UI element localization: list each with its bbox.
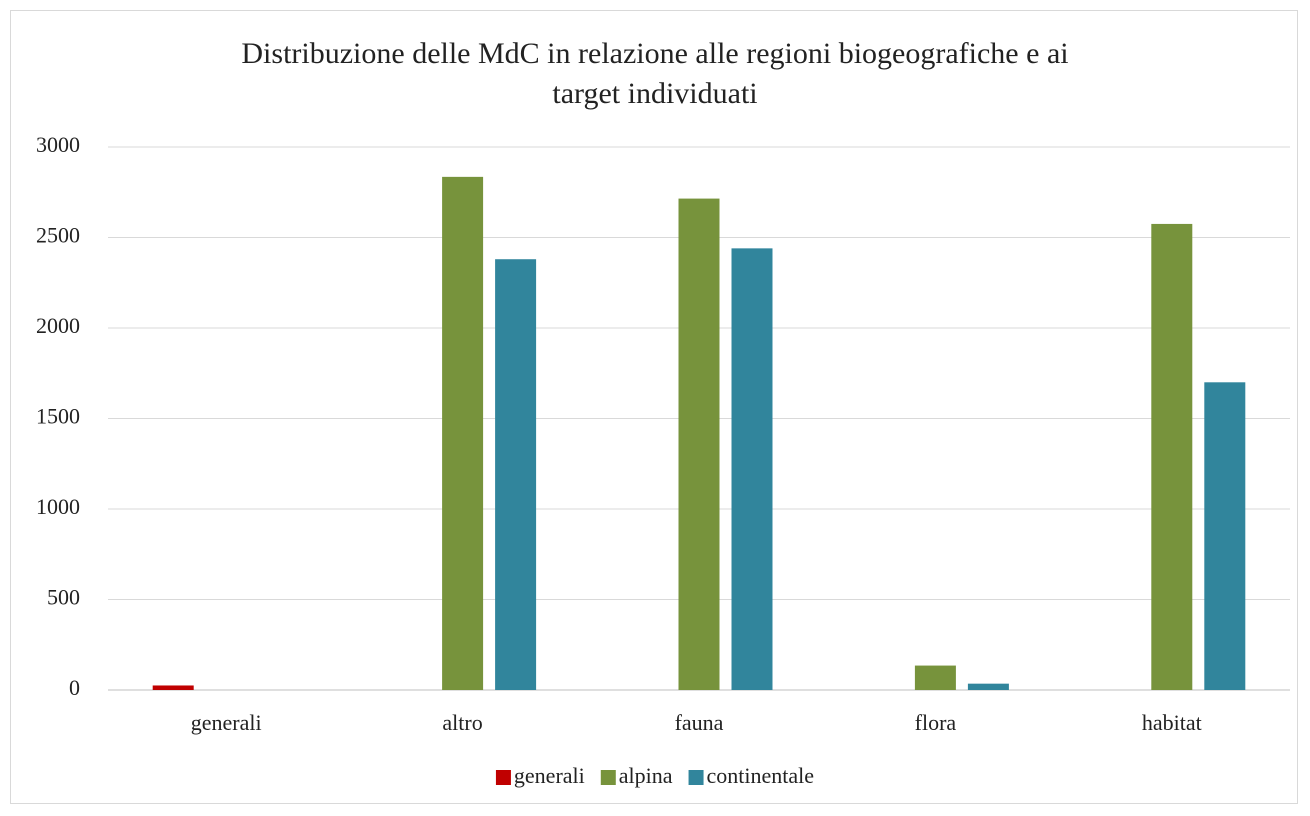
y-tick-label: 0 <box>69 675 80 700</box>
legend-label: generali <box>514 763 585 788</box>
x-tick-label: habitat <box>1142 710 1202 735</box>
x-tick-label: generali <box>191 710 262 735</box>
legend-swatch <box>688 770 704 785</box>
y-tick-label: 1500 <box>36 404 80 429</box>
bar <box>1204 382 1246 690</box>
y-tick-label: 1000 <box>36 494 80 519</box>
y-tick-label: 500 <box>47 585 80 610</box>
bar <box>731 248 773 691</box>
y-tick-label: 3000 <box>36 132 80 157</box>
legend-label: continentale <box>707 763 815 788</box>
bar <box>442 176 484 691</box>
legend-label: alpina <box>619 763 673 788</box>
legend-swatch <box>495 770 511 785</box>
x-tick-label: altro <box>442 710 482 735</box>
y-tick-label: 2500 <box>36 223 80 248</box>
x-tick-label: fauna <box>675 710 724 735</box>
legend-swatch <box>600 770 616 785</box>
chart-title: Distribuzione delle MdC in relazione all… <box>241 37 1069 110</box>
bar <box>914 665 956 690</box>
bar <box>495 259 537 690</box>
bar <box>678 198 720 690</box>
chart-frame <box>10 10 1298 804</box>
x-tick-label: flora <box>915 710 957 735</box>
bar <box>1151 223 1193 691</box>
bar <box>152 685 194 690</box>
bar <box>967 683 1009 690</box>
y-tick-label: 2000 <box>36 313 80 338</box>
